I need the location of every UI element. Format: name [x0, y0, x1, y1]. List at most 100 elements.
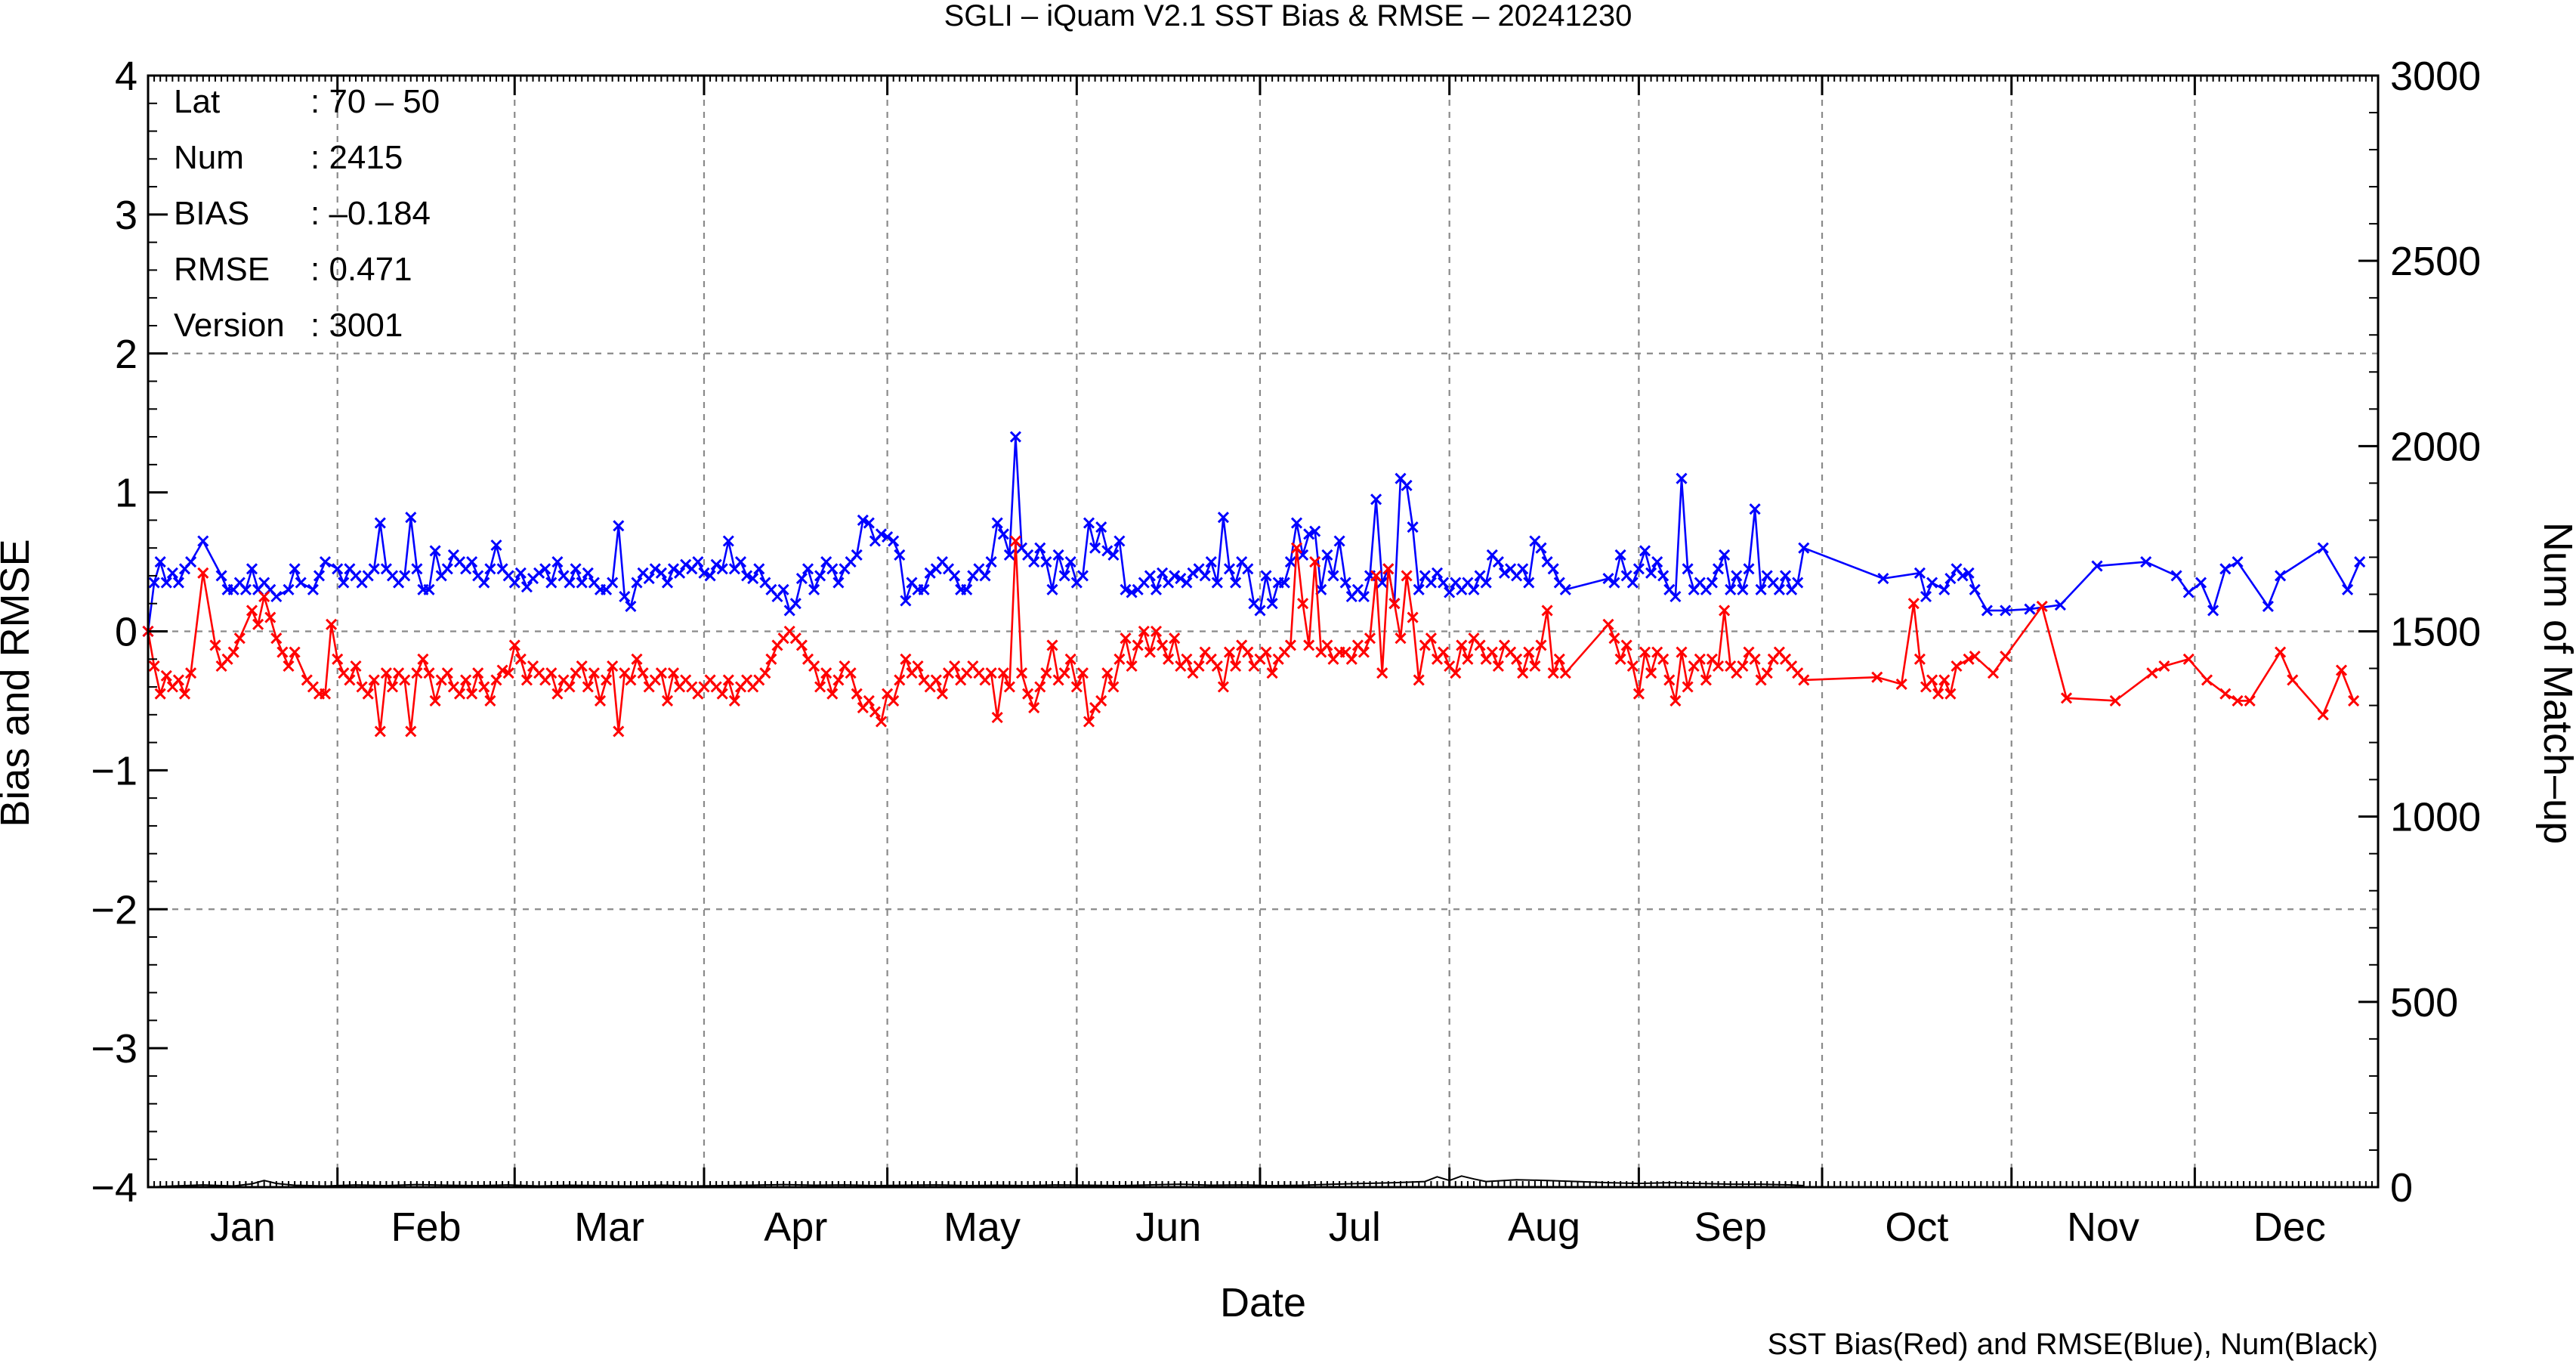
point-marker-bias	[1602, 618, 1614, 630]
point-marker-bias	[332, 653, 344, 665]
point-marker-bias	[1095, 694, 1107, 707]
point-marker-rmse	[1230, 577, 1242, 589]
x-tick-label: May	[944, 1205, 1021, 1250]
point-marker-bias	[1626, 660, 1639, 673]
point-marker-rmse	[2354, 556, 2366, 568]
point-marker-rmse	[674, 567, 686, 579]
point-marker-bias	[1290, 542, 1303, 554]
point-marker-rmse	[1284, 556, 1296, 568]
point-marker-bias	[661, 694, 674, 707]
x-tick-label: Apr	[764, 1205, 827, 1250]
y2-tick-label: 0	[2390, 1165, 2413, 1211]
point-marker-bias	[1297, 598, 1309, 610]
x-tick-label: Jan	[210, 1205, 276, 1250]
point-marker-bias	[1645, 667, 1657, 679]
point-marker-bias	[759, 667, 771, 679]
point-marker-rmse	[1321, 549, 1333, 561]
point-marker-bias	[1456, 639, 1468, 651]
point-marker-bias	[1614, 653, 1626, 665]
point-marker-bias	[350, 660, 362, 673]
point-marker-bias	[490, 674, 502, 686]
point-marker-bias	[380, 667, 392, 679]
point-marker-rmse	[1468, 583, 1480, 595]
series-num	[147, 1175, 1804, 1188]
point-marker-bias	[894, 674, 906, 686]
point-marker-rmse	[1547, 563, 1559, 575]
point-marker-bias	[1357, 646, 1370, 658]
point-marker-bias	[362, 688, 374, 700]
point-marker-bias	[1926, 674, 1938, 686]
point-marker-rmse	[1278, 577, 1290, 589]
point-marker-bias	[1260, 646, 1272, 658]
point-marker-rmse	[368, 563, 380, 575]
point-marker-rmse	[607, 577, 619, 589]
point-marker-rmse	[698, 567, 710, 579]
point-marker-bias	[795, 639, 808, 651]
x-tick-label: Mar	[574, 1205, 644, 1250]
point-marker-rmse	[808, 583, 820, 595]
point-marker-rmse	[1431, 567, 1444, 579]
point-marker-rmse	[508, 577, 520, 589]
point-marker-rmse	[2342, 583, 2354, 595]
point-marker-rmse	[1199, 570, 1211, 582]
point-marker-rmse	[1773, 583, 1785, 595]
point-marker-rmse	[1009, 431, 1021, 443]
point-marker-bias	[1963, 653, 1975, 665]
point-marker-bias	[1798, 674, 1810, 686]
point-marker-bias	[1046, 639, 1058, 651]
point-marker-bias	[1157, 639, 1169, 651]
point-marker-rmse	[2207, 605, 2219, 617]
point-marker-rmse	[423, 583, 435, 595]
point-marker-rmse	[490, 539, 502, 552]
point-marker-rmse	[215, 570, 227, 582]
point-marker-bias	[1895, 678, 1907, 690]
point-marker-bias	[1438, 646, 1450, 658]
point-marker-bias	[601, 674, 613, 686]
point-marker-bias	[283, 660, 295, 673]
point-marker-bias	[514, 653, 527, 665]
point-marker-rmse	[704, 570, 716, 582]
series-line-num	[147, 1175, 1804, 1188]
point-marker-bias	[405, 725, 417, 738]
point-marker-rmse	[1407, 521, 1419, 533]
point-marker-bias	[2036, 600, 2048, 612]
point-marker-rmse	[1101, 545, 1113, 557]
point-marker-rmse	[1444, 586, 1456, 598]
point-marker-bias	[1120, 632, 1132, 645]
series-rmse	[142, 431, 2366, 638]
point-marker-rmse	[979, 570, 991, 582]
point-marker-bias	[185, 667, 197, 679]
point-marker-bias	[1150, 625, 1163, 638]
point-marker-rmse	[1309, 525, 1321, 537]
point-marker-bias	[991, 711, 1003, 724]
point-marker-bias	[551, 688, 564, 700]
point-marker-bias	[1913, 653, 1926, 665]
point-marker-bias	[1871, 671, 1883, 683]
point-marker-bias	[808, 660, 820, 673]
point-marker-bias	[1132, 639, 1144, 651]
chart-footnote: SST Bias(Red) and RMSE(Blue), Num(Black)	[1768, 1328, 2378, 1361]
y-axis-label: Bias and RMSE	[0, 539, 38, 827]
point-marker-rmse	[338, 577, 350, 589]
y-tick-label: −4	[91, 1165, 137, 1211]
point-marker-bias	[460, 674, 472, 686]
point-marker-rmse	[1223, 563, 1236, 575]
point-marker-bias	[319, 688, 332, 700]
point-marker-rmse	[857, 514, 869, 526]
point-marker-bias	[1345, 653, 1357, 665]
point-marker-bias	[1223, 646, 1236, 658]
point-marker-rmse	[283, 583, 295, 595]
point-marker-bias	[716, 688, 728, 700]
point-marker-bias	[582, 681, 594, 693]
info-value: : 0.471	[310, 251, 412, 288]
point-marker-bias	[1450, 667, 1462, 679]
point-marker-rmse	[1492, 556, 1504, 568]
info-box: Lat: 70 – 50 Num: 2415 BIAS: –0.184 RMSE: 0…	[174, 83, 440, 344]
point-marker-rmse	[2170, 570, 2182, 582]
y2-tick-label: 3000	[2390, 54, 2481, 99]
point-marker-rmse	[680, 558, 692, 571]
point-marker-rmse	[1095, 521, 1107, 533]
point-marker-rmse	[1725, 583, 1737, 595]
point-marker-rmse	[2140, 556, 2152, 568]
point-marker-rmse	[851, 549, 863, 561]
